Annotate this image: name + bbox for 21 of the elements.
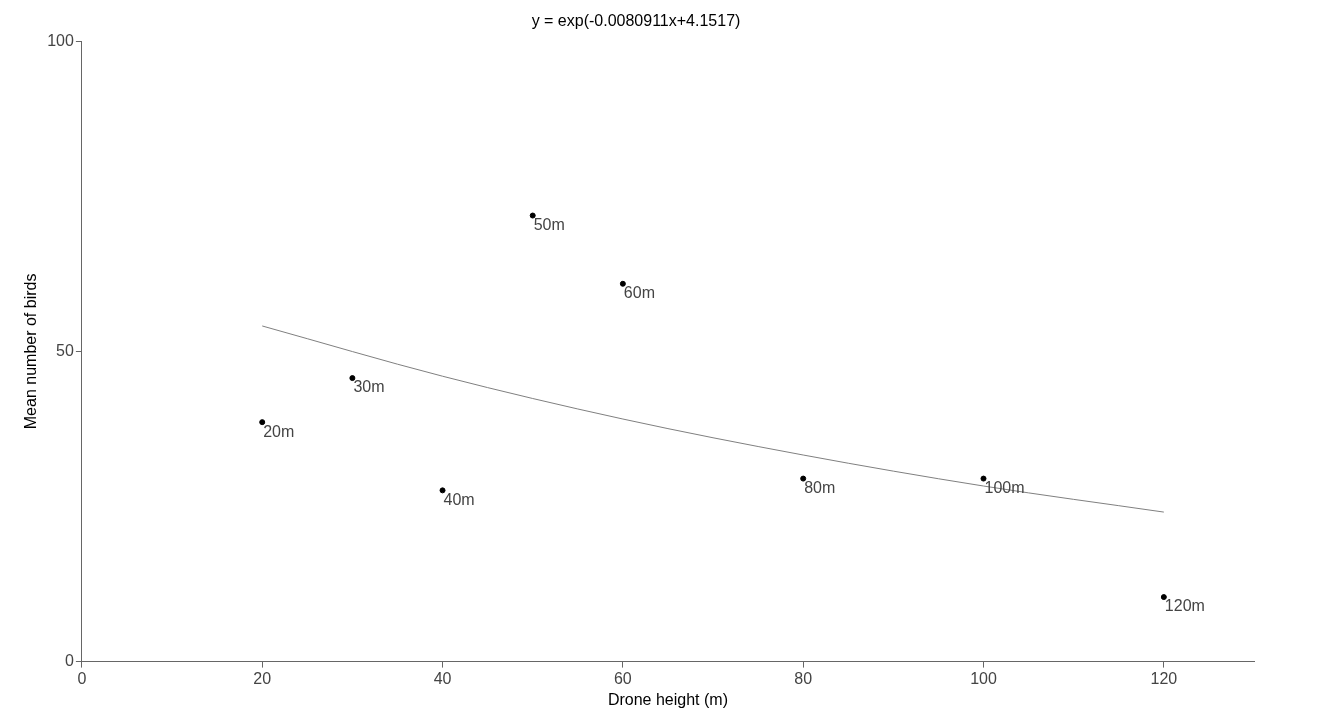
x-tick-label: 0 (77, 669, 87, 687)
annotation: 20m (263, 422, 295, 440)
x-tick-label: 60 (613, 669, 632, 687)
x-tick-label: 80 (794, 669, 813, 687)
y-axis-title: Mean number of birds (22, 273, 40, 430)
y-tick-label: 100 (47, 31, 74, 49)
x-tick-label: 20 (253, 669, 272, 687)
x-axis-title: Drone height (m) (607, 690, 728, 708)
annotation: 30m (353, 378, 385, 396)
annotation: 100m (984, 478, 1025, 496)
annotation: 120m (1164, 597, 1205, 615)
y-tick-label: 50 (56, 341, 74, 359)
x-tick-label: 100 (970, 669, 997, 687)
x-tick-label: 120 (1150, 669, 1178, 687)
chart-title: y = exp(-0.0080911x+4.1517) (531, 12, 741, 30)
annotation: 40m (443, 490, 475, 508)
y-tick-label: 0 (64, 652, 74, 670)
annotation: 50m (533, 215, 565, 233)
annotation: 60m (623, 284, 655, 302)
annotation: 80m (804, 478, 836, 496)
x-tick-label: 40 (433, 669, 452, 687)
